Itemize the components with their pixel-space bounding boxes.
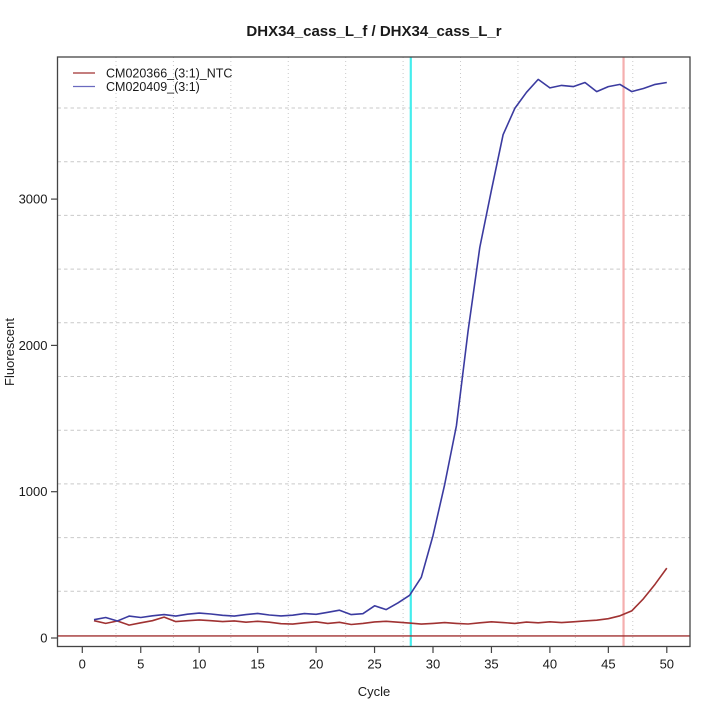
y-tick-label: 2000	[19, 338, 48, 353]
chart-title: DHX34_cass_L_f / DHX34_cass_L_r	[246, 23, 501, 40]
legend-label-ntc: CM020366_(3:1)_NTC	[106, 67, 232, 81]
y-tick-label: 1000	[19, 484, 48, 499]
x-tick-label: 15	[250, 657, 264, 672]
y-tick-label: 3000	[19, 192, 48, 207]
x-tick-label: 50	[660, 657, 674, 672]
x-tick-label: 5	[137, 657, 144, 672]
x-tick-label: 35	[484, 657, 498, 672]
x-axis-title: Cycle	[358, 684, 391, 699]
x-axis: 0 5 10 15 20 25 30 35 40 45 50	[79, 646, 674, 672]
x-tick-label: 10	[192, 657, 206, 672]
x-tick-label: 20	[309, 657, 323, 672]
plot-border	[56, 56, 691, 648]
ctline-layer	[409, 57, 625, 647]
series-layer	[93, 78, 668, 626]
x-tick-label: 30	[426, 657, 440, 672]
series-curve-1	[93, 78, 667, 622]
grid-layer	[57, 57, 690, 647]
x-tick-label: 45	[601, 657, 615, 672]
y-tick-label: 0	[40, 631, 47, 646]
y-axis: 0 1000 2000 3000	[19, 192, 58, 646]
legend-label-sample: CM020409_(3:1)	[106, 80, 200, 94]
x-tick-label: 0	[79, 657, 86, 672]
legend: CM020366_(3:1)_NTC CM020409_(3:1)	[73, 67, 232, 94]
x-tick-label: 40	[543, 657, 557, 672]
series-curve-0	[93, 567, 668, 626]
y-axis-title: Fluorescent	[2, 318, 17, 386]
x-tick-label: 25	[367, 657, 381, 672]
